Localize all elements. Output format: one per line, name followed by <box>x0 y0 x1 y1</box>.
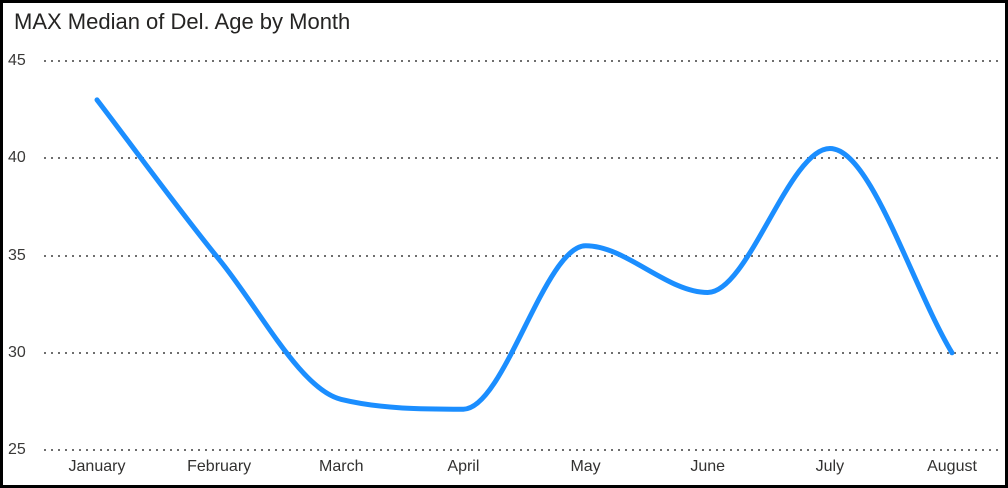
x-tick-label: May <box>570 458 601 475</box>
x-tick-label: March <box>319 458 364 475</box>
gridline-45 <box>44 60 1001 62</box>
y-tick-label: 25 <box>8 441 26 458</box>
y-tick-label: 45 <box>8 52 26 69</box>
x-tick-label: June <box>690 458 726 475</box>
chart-title: MAX Median of Del. Age by Month <box>14 9 351 34</box>
x-tick-label: February <box>187 458 252 475</box>
y-tick-label: 35 <box>8 246 26 264</box>
gridline-30 <box>44 351 1001 354</box>
x-tick-label: August <box>927 458 977 475</box>
x-tick-label: April <box>447 458 480 475</box>
series-line[interactable] <box>94 97 955 412</box>
x-tick-label: July <box>815 458 845 475</box>
gridline-40 <box>44 157 1001 160</box>
y-tick-label: 30 <box>8 343 26 361</box>
gridline-35 <box>44 254 1001 257</box>
y-tick-label: 40 <box>8 149 26 167</box>
gridline-25 <box>44 449 1001 451</box>
x-tick-label: January <box>68 458 126 475</box>
